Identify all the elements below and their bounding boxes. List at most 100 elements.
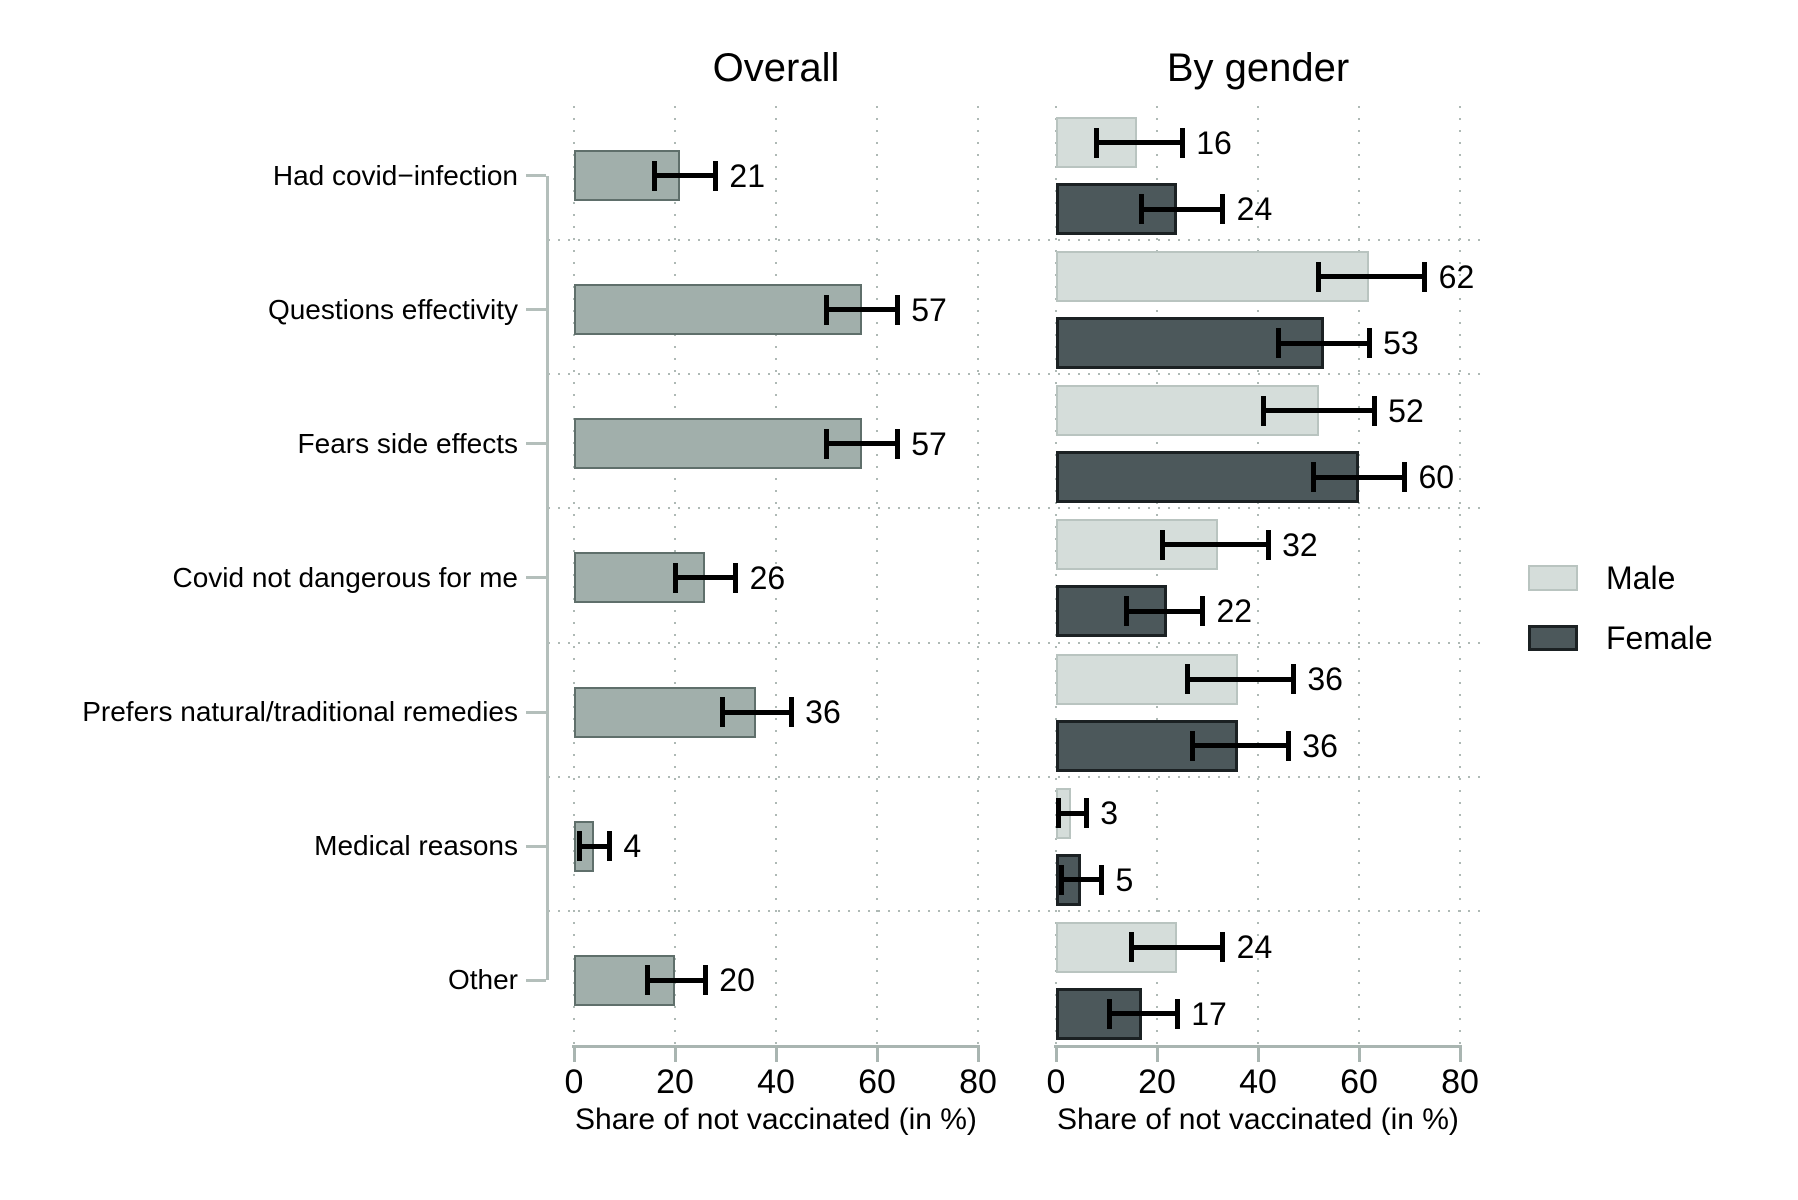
category-tick bbox=[526, 576, 546, 580]
x-axis-tick bbox=[976, 1045, 980, 1062]
value-label-male-had-covid-infection: 16 bbox=[1196, 124, 1232, 161]
error-bar-cap-low bbox=[824, 428, 829, 459]
error-bar-cap-low bbox=[1260, 395, 1266, 426]
error-bar-cap-low bbox=[1316, 261, 1322, 292]
category-label-covid-not-dangerous-for-me: Covid not dangerous for me bbox=[172, 561, 518, 593]
x-axis-tick bbox=[1357, 1045, 1361, 1062]
x-axis-tick-label: 0 bbox=[1046, 1063, 1066, 1101]
error-bar-cap-low bbox=[1058, 864, 1064, 895]
legend-swatch-male-icon bbox=[1528, 565, 1578, 591]
category-label-fears-side-effects: Fears side effects bbox=[297, 427, 518, 459]
legend-swatch-female-icon bbox=[1528, 625, 1578, 651]
bar-female-other bbox=[1056, 987, 1142, 1040]
bar-overall-questions-effectivity bbox=[574, 284, 862, 336]
error-bar-cap-low bbox=[672, 562, 678, 593]
legend-entry-male: Male bbox=[1528, 560, 1713, 596]
x-axis-tick-label: 40 bbox=[1239, 1063, 1277, 1101]
error-bar-line bbox=[579, 843, 610, 849]
category-tick bbox=[526, 844, 546, 848]
value-label-overall-questions-effectivity: 57 bbox=[911, 291, 947, 328]
bar-male-fears-side-effects bbox=[1056, 385, 1319, 437]
error-bar-cap-high bbox=[1371, 395, 1377, 426]
error-bar-cap-low bbox=[1124, 596, 1130, 627]
error-bar-cap-low bbox=[1159, 529, 1165, 560]
gridline-vertical bbox=[1459, 106, 1461, 1045]
x-axis-tick bbox=[572, 1045, 576, 1062]
error-bar-cap-low bbox=[1275, 328, 1281, 359]
value-label-overall-had-covid-infection: 21 bbox=[729, 157, 765, 194]
x-axis-tick bbox=[875, 1045, 879, 1062]
group-separator bbox=[548, 641, 1480, 644]
error-bar-cap-high bbox=[1285, 730, 1291, 761]
error-bar-cap-high bbox=[788, 697, 794, 728]
value-label-male-prefers-natural-traditional-remedies: 36 bbox=[1307, 661, 1343, 698]
group-separator bbox=[548, 373, 1480, 376]
category-label-prefers-natural-traditional-remedies: Prefers natural/traditional remedies bbox=[82, 696, 518, 728]
value-label-female-covid-not-dangerous-for-me: 22 bbox=[1216, 593, 1253, 630]
category-label-had-covid-infection: Had covid−infection bbox=[272, 159, 518, 191]
x-axis-tick bbox=[673, 1045, 677, 1062]
error-bar-cap-low bbox=[1189, 730, 1195, 761]
gridline-vertical bbox=[977, 106, 979, 1045]
value-label-female-questions-effectivity: 53 bbox=[1383, 325, 1419, 362]
gridline-vertical bbox=[1257, 106, 1259, 1045]
error-bar-line bbox=[1058, 810, 1087, 816]
error-bar-cap-high bbox=[1220, 932, 1226, 963]
error-bar-cap-high bbox=[1366, 328, 1372, 359]
error-bar-cap-high bbox=[894, 294, 900, 325]
error-bar-cap-high bbox=[1174, 998, 1180, 1029]
error-bar-line bbox=[1096, 140, 1183, 145]
error-bar-cap-high bbox=[702, 965, 708, 996]
x-axis-label-right: Share of not vaccinated (in %) bbox=[1057, 1103, 1459, 1136]
error-bar-cap-high bbox=[1401, 462, 1407, 493]
value-label-overall-medical-reasons: 4 bbox=[623, 828, 642, 865]
error-bar-line bbox=[1313, 474, 1405, 480]
x-axis-tick-label: 80 bbox=[1441, 1063, 1479, 1101]
error-bar-line bbox=[1109, 1011, 1178, 1017]
error-bar-line bbox=[1263, 408, 1375, 414]
bar-male-prefers-natural-traditional-remedies bbox=[1056, 653, 1238, 705]
value-label-male-medical-reasons: 3 bbox=[1100, 795, 1119, 832]
group-separator bbox=[548, 239, 1480, 242]
value-label-overall-prefers-natural-traditional-remedies: 36 bbox=[805, 694, 841, 731]
error-bar-line bbox=[1131, 944, 1223, 950]
legend-entry-female: Female bbox=[1528, 620, 1713, 656]
group-separator bbox=[548, 775, 1480, 778]
error-bar-cap-high bbox=[894, 428, 900, 459]
error-bar-line bbox=[675, 575, 736, 581]
bar-female-fears-side-effects bbox=[1056, 451, 1359, 504]
error-bar-cap-low bbox=[824, 294, 829, 325]
category-tick bbox=[526, 710, 546, 714]
category-label-questions-effectivity: Questions effectivity bbox=[267, 293, 518, 325]
error-bar-cap-high bbox=[1199, 596, 1205, 627]
x-axis-label-left: Share of not vaccinated (in %) bbox=[575, 1103, 977, 1136]
x-axis-tick-label: 80 bbox=[959, 1063, 997, 1101]
category-tick bbox=[526, 174, 546, 177]
error-bar-cap-low bbox=[1129, 932, 1135, 963]
value-label-male-other: 24 bbox=[1236, 929, 1273, 966]
x-axis-tick bbox=[1155, 1045, 1159, 1062]
error-bar-cap-low bbox=[652, 160, 658, 191]
value-label-female-prefers-natural-traditional-remedies: 36 bbox=[1302, 727, 1338, 764]
error-bar-line bbox=[1192, 743, 1289, 749]
error-bar-cap-low bbox=[1184, 664, 1190, 695]
bar-overall-fears-side-effects bbox=[574, 418, 862, 470]
category-tick bbox=[526, 308, 546, 312]
x-axis-tick bbox=[1054, 1045, 1058, 1062]
x-axis-tick-label: 20 bbox=[1138, 1063, 1176, 1101]
error-bar-line bbox=[1318, 274, 1425, 280]
error-bar-cap-low bbox=[1311, 462, 1317, 493]
x-axis-tick-label: 40 bbox=[757, 1063, 795, 1101]
gridline-vertical bbox=[1055, 106, 1057, 1045]
error-bar-line bbox=[826, 307, 898, 313]
error-bar-cap-low bbox=[644, 965, 650, 996]
error-bar-cap-low bbox=[1056, 798, 1062, 829]
value-label-female-had-covid-infection: 24 bbox=[1236, 191, 1273, 227]
error-bar-line bbox=[1278, 340, 1370, 346]
error-bar-cap-low bbox=[720, 697, 726, 728]
x-axis-tick bbox=[1458, 1045, 1462, 1062]
error-bar-cap-high bbox=[712, 160, 718, 191]
error-bar-cap-low bbox=[1093, 127, 1099, 158]
gridline-vertical bbox=[876, 106, 878, 1045]
